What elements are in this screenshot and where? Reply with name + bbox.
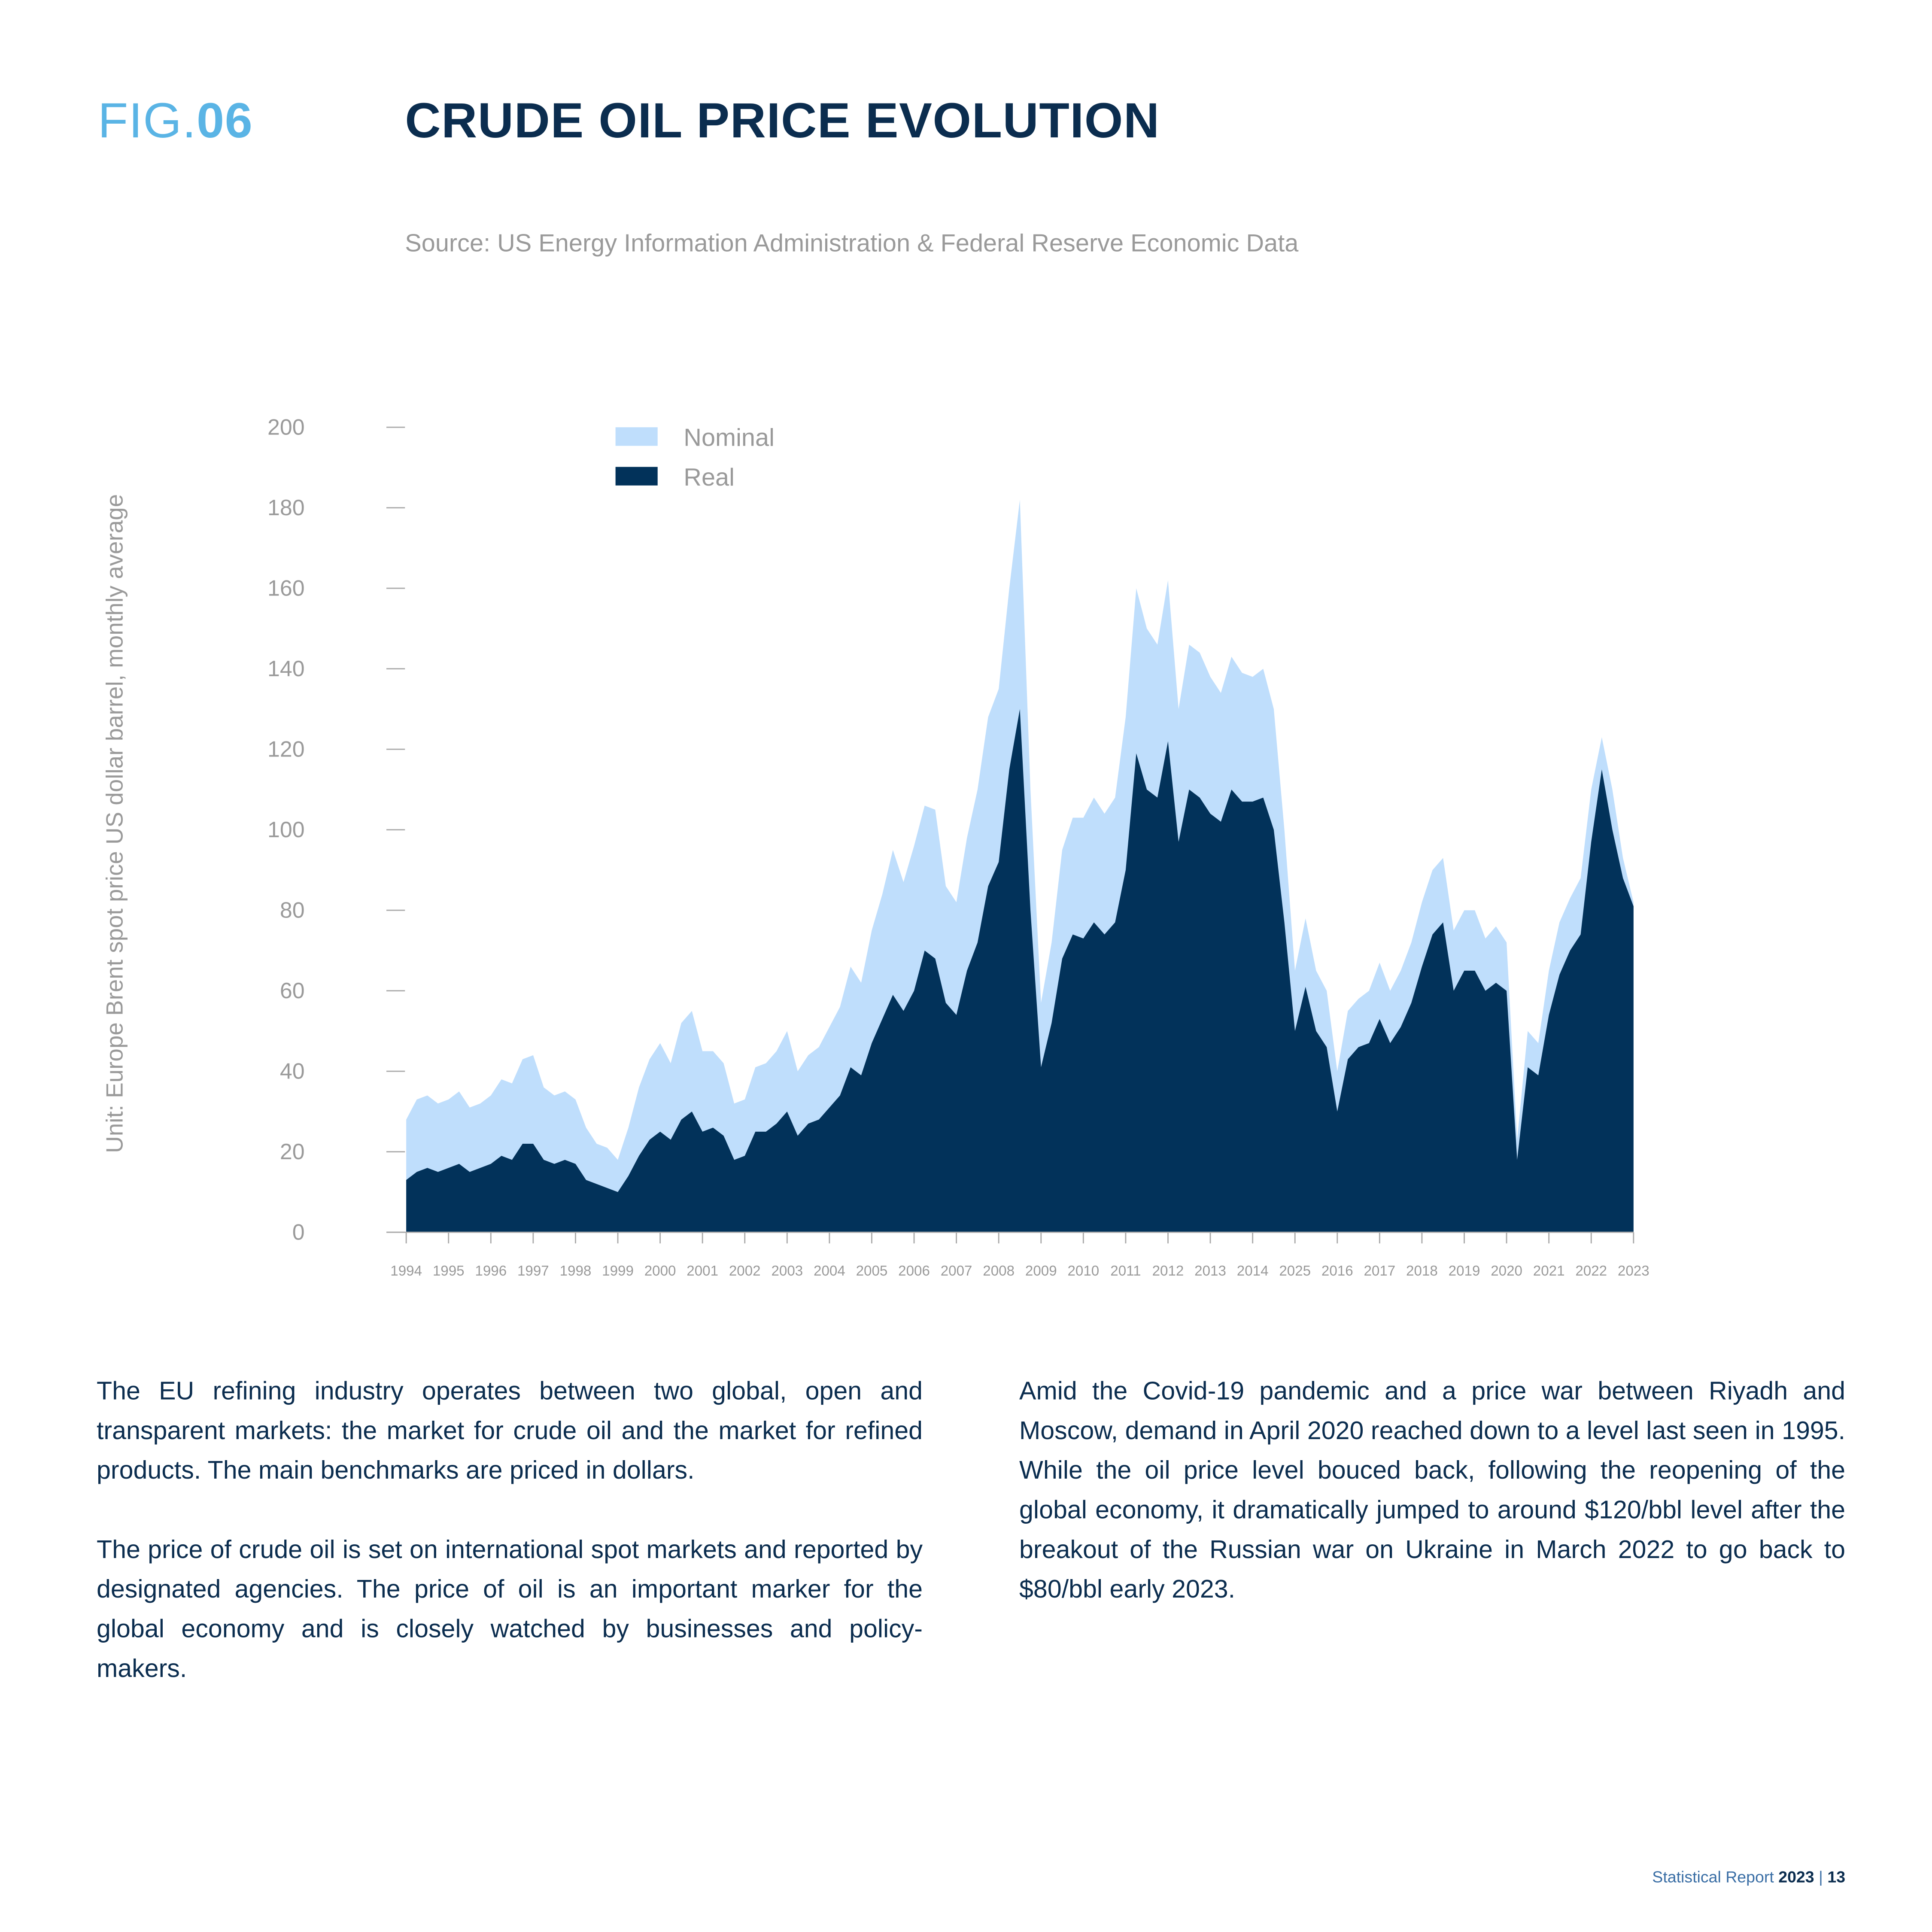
paragraph: The price of crude oil is set on interna… — [96, 1535, 923, 1683]
area — [406, 709, 1634, 1233]
x-tick-label: 2022 — [1575, 1263, 1607, 1279]
footer-page: 13 — [1827, 1867, 1846, 1886]
footer-report: Statistical Report — [1652, 1867, 1774, 1886]
y-tick-label: 40 — [280, 1059, 305, 1084]
figure-label: FIG.06 — [98, 94, 253, 150]
x-tick-label: 2004 — [814, 1263, 845, 1279]
x-tick-label: 2011 — [1110, 1263, 1141, 1279]
figure-prefix: FIG. — [97, 94, 197, 149]
footer-year: 2023 — [1778, 1867, 1814, 1886]
x-tick-label: 2014 — [1237, 1263, 1269, 1279]
x-tick-label: 2012 — [1152, 1263, 1184, 1279]
x-tick-label: 2021 — [1533, 1263, 1565, 1279]
footer-separator: | — [1819, 1867, 1823, 1886]
x-tick-label: 2018 — [1406, 1263, 1438, 1279]
y-tick-label: 80 — [280, 898, 305, 923]
x-tick-label: 2001 — [687, 1263, 718, 1279]
x-tick-label: 2017 — [1364, 1263, 1395, 1279]
y-tick-label: 120 — [267, 737, 305, 762]
x-tick-label: 2020 — [1491, 1263, 1522, 1279]
chart-subtitle: Source: US Energy Information Administra… — [405, 230, 1299, 258]
y-tick-label: 60 — [280, 978, 305, 1003]
x-tick-label: 2003 — [771, 1263, 803, 1279]
x-tick-label: 1996 — [475, 1263, 507, 1279]
x-tick-label: 2006 — [898, 1263, 930, 1279]
footer: Statistical Report 2023 | 13 — [1652, 1868, 1845, 1886]
legend-label: Nominal — [683, 424, 775, 451]
x-tick-label: 2002 — [729, 1263, 761, 1279]
text-column: The EU refining industry operates betwee… — [97, 1372, 923, 1729]
y-tick-label: 200 — [267, 415, 305, 440]
y-tick-label: 140 — [267, 656, 305, 681]
legend-swatch — [615, 427, 658, 446]
y-tick-label: 160 — [267, 576, 305, 601]
y-tick-label: 100 — [267, 817, 305, 842]
x-tick-label: 1995 — [433, 1263, 465, 1279]
x-tick-label: 1997 — [517, 1263, 549, 1279]
x-tick-label: 2013 — [1194, 1263, 1226, 1279]
x-tick-label: 1999 — [602, 1263, 634, 1279]
figure-number: 06 — [197, 94, 253, 149]
x-tick-label: 2009 — [1025, 1263, 1057, 1279]
paragraph: The EU refining industry operates betwee… — [96, 1377, 923, 1485]
x-tick-label: 2010 — [1067, 1263, 1099, 1279]
y-tick-label: 20 — [280, 1139, 305, 1164]
chart-title: CRUDE OIL PRICE EVOLUTION — [405, 94, 1160, 149]
paragraph: Amid the Covid-19 pandemic and a price w… — [1019, 1377, 1846, 1604]
x-tick-label: 2000 — [644, 1263, 676, 1279]
y-tick-label: 0 — [292, 1220, 305, 1245]
legend-swatch — [615, 467, 658, 486]
x-tick-label: 2008 — [983, 1263, 1015, 1279]
y-axis-label: Unit: Europe Brent spot price US dollar … — [101, 494, 128, 1153]
x-tick-label: 1998 — [560, 1263, 592, 1279]
x-tick-label: 2005 — [856, 1263, 888, 1279]
x-tick-label: 2023 — [1618, 1263, 1649, 1279]
x-tick-label: 1994 — [390, 1263, 422, 1279]
legend-label: Real — [683, 464, 735, 491]
x-tick-label: 2019 — [1449, 1263, 1480, 1279]
x-tick-label: 2016 — [1321, 1263, 1353, 1279]
y-tick-label: 180 — [267, 495, 305, 520]
x-tick-label: 2025 — [1279, 1263, 1311, 1279]
x-tick-label: 2007 — [941, 1263, 972, 1279]
text-column: Amid the Covid-19 pandemic and a price w… — [1019, 1372, 1845, 1649]
